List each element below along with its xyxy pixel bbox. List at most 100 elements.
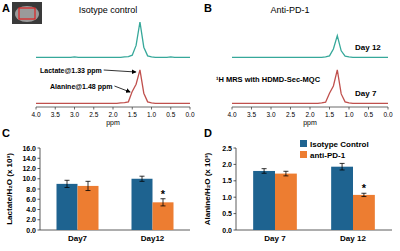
annotation-arrow xyxy=(104,70,136,72)
bar xyxy=(275,174,297,230)
trace-label: Day 12 xyxy=(355,43,381,52)
y-tick-label: 0.0 xyxy=(222,227,232,234)
error-stem xyxy=(142,176,143,181)
y-tick xyxy=(234,180,237,181)
x-tick xyxy=(232,107,233,110)
trace-group xyxy=(36,70,190,103)
y-tick xyxy=(234,164,237,165)
figure: A Isotype control 4.0 3.5 3.0 2.5 2.0 1.5 1.0 0.5… xyxy=(0,0,400,251)
error-stem xyxy=(342,163,343,170)
x-tick xyxy=(310,107,311,110)
plot-group xyxy=(253,163,375,230)
x-tick-label: 0.5 xyxy=(364,111,373,118)
bar xyxy=(331,167,353,230)
error-cap xyxy=(86,181,91,182)
y-tick-label: 6.0 xyxy=(26,196,36,203)
error-bar xyxy=(161,199,166,206)
y-axis xyxy=(236,148,237,230)
y-tick-label: 2.5 xyxy=(222,145,232,152)
x-tick xyxy=(329,107,330,110)
error-cap xyxy=(340,169,345,170)
x-tick-label: 4.0 xyxy=(227,111,236,118)
x-tick xyxy=(151,107,152,110)
error-cap xyxy=(140,181,145,182)
x-tick-label: 3.0 xyxy=(266,111,275,118)
x-tick-label: 3.5 xyxy=(51,111,60,118)
error-cap xyxy=(262,173,267,174)
x-tick-label: 2.0 xyxy=(305,111,314,118)
mri-inset xyxy=(12,2,42,24)
y-tick-label: 2.0 xyxy=(26,216,36,223)
x-tick-label: 3.0 xyxy=(70,111,79,118)
panel-label: D xyxy=(204,127,212,139)
panel-label: A xyxy=(2,2,10,14)
y-tick-label: 14.0 xyxy=(22,155,36,162)
x-tick-label: 1.0 xyxy=(344,111,353,118)
x-tick-label: Day7 xyxy=(68,234,88,243)
x-tick-label: 3.5 xyxy=(247,111,256,118)
error-cap xyxy=(65,180,70,181)
bar-panel: CLactate/H₂O (x 10³)0.02.04.06.08.010.01… xyxy=(2,127,190,243)
x-tick-label: 2.0 xyxy=(108,111,117,118)
error-cap xyxy=(140,176,145,177)
spectrum-panel: B Anti-PD-1 Day 12 Day 7 4.0 3.5 3.0 2.5 2.0 1.5 1… xyxy=(204,2,393,127)
x-tick xyxy=(290,107,291,110)
y-tick xyxy=(234,230,237,231)
x-tick xyxy=(36,107,37,110)
x-tick xyxy=(74,107,75,110)
legend: Isotype Control anti-PD-1 xyxy=(300,140,369,160)
panel-label: B xyxy=(204,2,212,14)
x-tick xyxy=(93,107,94,110)
error-cap xyxy=(361,196,366,197)
bar-panel: DAlanine/H₂O (x 10³)0.00.51.01.52.02.5Da… xyxy=(203,127,392,243)
trace-group xyxy=(36,22,190,57)
x-tick xyxy=(349,107,350,110)
y-tick-label: 4.0 xyxy=(26,206,36,213)
y-tick-label: 1.0 xyxy=(222,194,232,201)
trace-label: Day 7 xyxy=(355,89,377,98)
spectrum-trace xyxy=(36,22,190,57)
spectrum-trace xyxy=(36,70,190,103)
error-bar xyxy=(140,176,145,181)
error-cap xyxy=(262,168,267,169)
legend-swatch xyxy=(300,151,307,158)
panel-label: C xyxy=(2,127,10,139)
y-tick-label: 12.0 xyxy=(22,165,36,172)
error-stem xyxy=(264,169,265,174)
y-tick-label: 10.0 xyxy=(22,175,36,182)
spectrum-trace xyxy=(232,36,388,58)
y-tick xyxy=(38,199,41,200)
y-tick-label: 2.0 xyxy=(222,161,232,168)
x-tick xyxy=(388,107,389,110)
x-axis-label: ppm xyxy=(106,119,120,127)
y-tick xyxy=(38,219,41,220)
x-tick-label: 1.5 xyxy=(325,111,334,118)
panel-title: Isotype control xyxy=(79,5,138,15)
error-bar xyxy=(86,181,91,190)
error-bar xyxy=(283,171,288,176)
error-stem xyxy=(67,180,68,187)
spectrum-panel: AIsotype control4.03.53.02.52.01.51.00.5… xyxy=(2,2,195,127)
significance-mark: * xyxy=(161,188,166,200)
panel-title: Anti-PD-1 xyxy=(270,5,309,15)
y-tick xyxy=(234,213,237,214)
y-tick-label: 0.5 xyxy=(222,210,232,217)
x-tick xyxy=(251,107,252,110)
y-tick xyxy=(38,209,41,210)
annotation: ¹H MRS with HDMD-Sec-MQC xyxy=(216,75,321,84)
legend-label: Isotype Control xyxy=(310,140,369,149)
legend-label: anti-PD-1 xyxy=(310,151,346,160)
x-axis-label: ppm xyxy=(303,119,317,127)
x-tick-label: 2.5 xyxy=(89,111,98,118)
x-tick-label: 2.5 xyxy=(286,111,295,118)
annotation: Lactate@1.33 ppm xyxy=(40,67,102,75)
x-tick-label: 4.0 xyxy=(31,111,40,118)
inset-tissue xyxy=(15,6,39,22)
error-cap xyxy=(65,187,70,188)
x-tick-label: 0.0 xyxy=(185,111,194,118)
bar xyxy=(132,179,153,230)
error-cap xyxy=(86,190,91,191)
legend-swatch xyxy=(300,140,307,147)
y-tick-label: 0.0 xyxy=(26,227,36,234)
bar xyxy=(153,202,174,230)
